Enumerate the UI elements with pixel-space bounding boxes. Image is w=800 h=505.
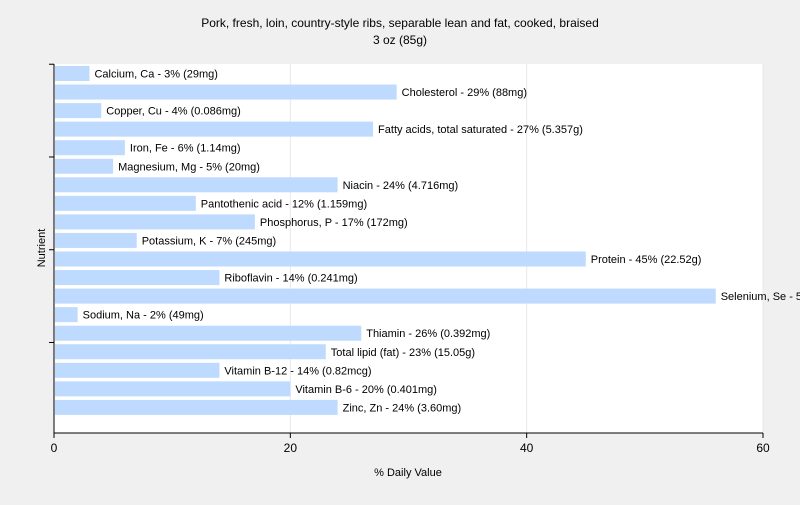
bar (55, 381, 291, 397)
data-label: Copper, Cu - 4% (0.086mg) (106, 106, 241, 118)
bar (55, 214, 255, 230)
data-label: Sodium, Na - 2% (49mg) (83, 310, 204, 322)
bar (55, 344, 326, 360)
bar (55, 307, 78, 323)
data-label: Magnesium, Mg - 5% (20mg) (118, 161, 260, 173)
x-tick-label: 60 (756, 441, 770, 455)
bar (55, 251, 586, 267)
data-label: Riboflavin - 14% (0.241mg) (224, 273, 357, 285)
bar (55, 195, 196, 211)
data-label: Zinc, Zn - 24% (3.60mg) (343, 402, 462, 414)
bar (55, 288, 716, 304)
data-label: Total lipid (fat) - 23% (15.05g) (331, 347, 475, 359)
data-label: Niacin - 24% (4.716mg) (343, 180, 459, 192)
x-tick-label: 40 (520, 441, 534, 455)
bar (55, 84, 397, 100)
bar (55, 103, 102, 119)
chart-subtitle: 3 oz (85g) (373, 33, 427, 47)
bar (55, 399, 338, 415)
axes: 0 20 40 60 (49, 63, 770, 455)
data-label: Vitamin B-6 - 20% (0.401mg) (295, 384, 437, 396)
bar (55, 270, 220, 286)
data-label: Fatty acids, total saturated - 27% (5.35… (378, 124, 583, 136)
chart-title: Pork, fresh, loin, country-style ribs, s… (201, 16, 599, 30)
data-label: Pantothenic acid - 12% (1.159mg) (201, 198, 367, 210)
bar (55, 325, 362, 341)
bar (55, 66, 90, 81)
data-label: Thiamin - 26% (0.392mg) (366, 328, 490, 340)
data-label: Calcium, Ca - 3% (29mg) (94, 69, 217, 81)
data-label: Potassium, K - 7% (245mg) (142, 235, 277, 247)
data-label: Vitamin B-12 - 14% (0.82mcg) (224, 365, 371, 377)
bar (55, 121, 374, 137)
bars (55, 66, 716, 415)
data-label: Protein - 45% (22.52g) (591, 254, 702, 266)
bar-labels: Calcium, Ca - 3% (29mg) Cholesterol - 29%… (83, 69, 800, 415)
bar (55, 158, 114, 174)
bar (55, 362, 220, 378)
bar (55, 232, 137, 248)
bar (55, 140, 125, 156)
x-tick-label: 20 (284, 441, 298, 455)
data-label: Iron, Fe - 6% (1.14mg) (130, 143, 241, 155)
data-label: Phosphorus, P - 17% (172mg) (260, 217, 408, 229)
data-label: Cholesterol - 29% (88mg) (402, 87, 527, 99)
data-label: Selenium, Se - 56% (39.4mcg) (721, 291, 800, 303)
y-axis-label: Nutrient (36, 229, 48, 268)
x-tick-label: 0 (51, 441, 58, 455)
x-axis-label: % Daily Value (374, 467, 442, 479)
bar (55, 177, 338, 193)
